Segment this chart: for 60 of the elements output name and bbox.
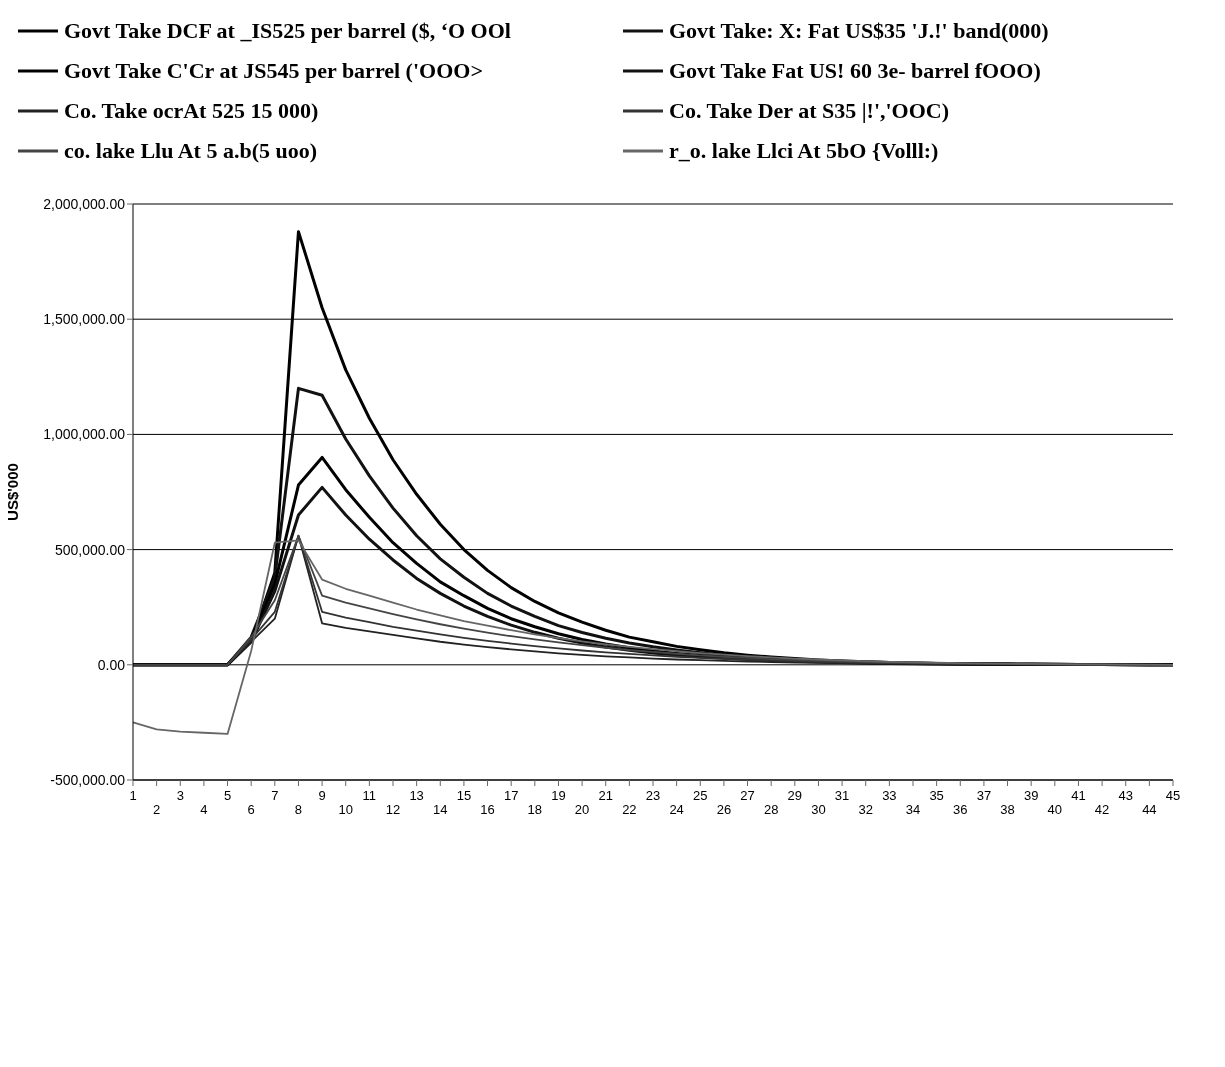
- x-tick-label: 11: [362, 788, 377, 803]
- x-tick-label: 40: [1047, 802, 1063, 817]
- x-tick-label: 4: [200, 802, 208, 817]
- x-tick-label: 44: [1142, 802, 1157, 817]
- x-tick-label: 37: [976, 788, 992, 803]
- legend-label: r_o. lake Llci At 5bO {Volll:): [669, 138, 939, 164]
- x-tick-label: 38: [1000, 802, 1015, 817]
- x-tick-label: 5: [223, 788, 232, 803]
- x-tick-label: 1: [129, 788, 137, 803]
- x-tick-label: 14: [433, 802, 448, 817]
- x-tick-label: 10: [338, 802, 353, 817]
- x-tick-label: 13: [409, 788, 424, 803]
- legend-label: Govt Take C'Cr at JS545 per barrel ('OOO>: [64, 58, 483, 84]
- x-tick-label: 20: [574, 802, 590, 817]
- x-tick-label: 32: [858, 802, 873, 817]
- x-tick-label: 45: [1165, 788, 1181, 803]
- x-tick-label: 39: [1023, 788, 1039, 803]
- y-tick-label: -500,000.00: [50, 771, 126, 788]
- y-tick-label: 0.00: [97, 656, 126, 673]
- x-tick-label: 41: [1071, 788, 1086, 803]
- x-tick-label: 29: [787, 788, 803, 803]
- x-tick-label: 34: [905, 802, 921, 817]
- x-tick-label: 3: [176, 788, 184, 803]
- x-tick-label: 35: [929, 788, 944, 803]
- x-tick-label: 28: [763, 802, 779, 817]
- x-tick-label: 18: [527, 802, 543, 817]
- x-tick-label: 42: [1094, 802, 1110, 817]
- x-tick-label: 7: [271, 788, 279, 803]
- x-tick-label: 8: [294, 802, 303, 817]
- x-tick-label: 26: [716, 802, 732, 817]
- legend-label: Co. Take Der at S35 |!','OOC): [669, 98, 950, 124]
- x-tick-label: 36: [953, 802, 968, 817]
- x-tick-label: 33: [882, 788, 897, 803]
- x-tick-label: 30: [811, 802, 826, 817]
- x-tick-label: 22: [622, 802, 637, 817]
- x-tick-label: 27: [740, 788, 755, 803]
- x-tick-label: 15: [456, 788, 472, 803]
- legend-label: Co. Take ocrAt 525 15 000): [64, 98, 319, 124]
- legend-label: Govt Take Fat US! 60 3e- barrel fOOO): [669, 58, 1041, 84]
- x-tick-label: 23: [645, 788, 661, 803]
- x-tick-label: 6: [247, 802, 255, 817]
- y-axis-title: US$'000: [4, 463, 22, 521]
- y-tick-label: 1,500,000.00: [43, 311, 126, 328]
- y-tick-label: 500,000.00: [54, 541, 126, 558]
- x-tick-label: 16: [480, 802, 495, 817]
- x-tick-label: 19: [551, 788, 566, 803]
- x-tick-label: 12: [385, 802, 401, 817]
- x-tick-label: 43: [1118, 788, 1133, 803]
- x-tick-label: 21: [598, 788, 613, 803]
- x-tick-label: 17: [503, 788, 519, 803]
- y-tick-label: 1,000,000.00: [43, 426, 126, 443]
- x-tick-label: 9: [318, 788, 326, 803]
- x-tick-label: 2: [153, 802, 161, 817]
- legend-label: co. lake Llu At 5 a.b(5 uoo): [64, 138, 318, 164]
- legend-label: Govt Take: X: Fat US$35 'J.!' band(000): [669, 18, 1049, 44]
- x-tick-label: 25: [693, 788, 708, 803]
- legend-label: Govt Take DCF at _IS525 per barrel ($, ‘O OOl: [64, 18, 511, 44]
- x-tick-label: 31: [834, 788, 850, 803]
- y-tick-label: 2,000,000.00: [43, 195, 126, 212]
- x-tick-label: 24: [669, 802, 684, 817]
